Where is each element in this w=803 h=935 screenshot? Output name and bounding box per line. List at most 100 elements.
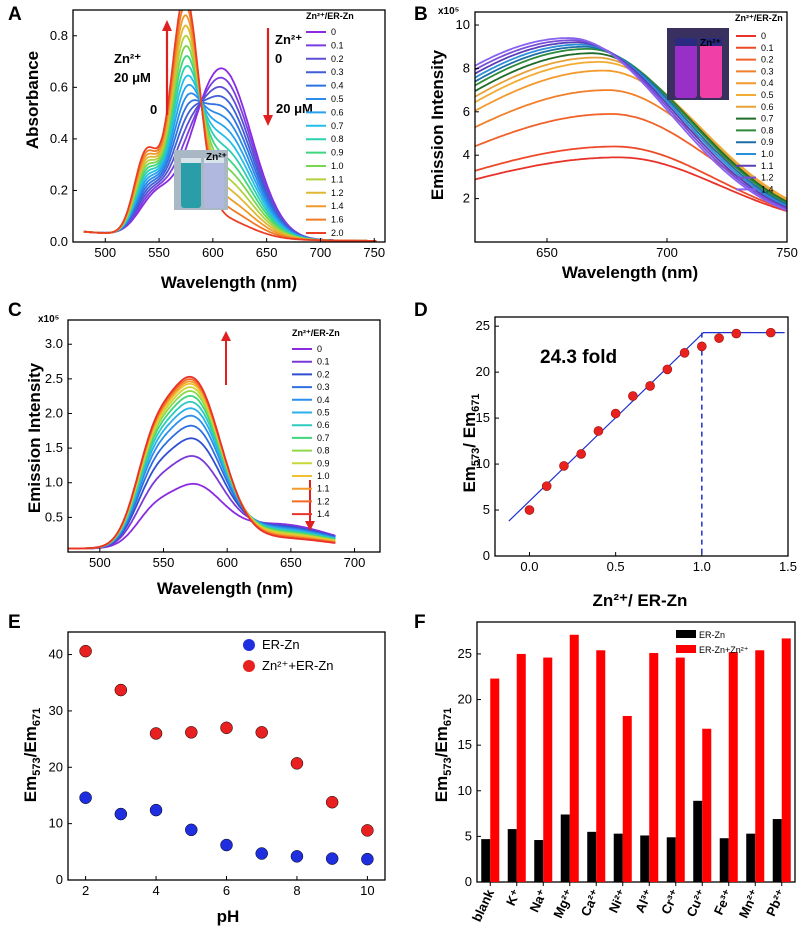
chart-e-legend-label-0: ER-Zn bbox=[262, 637, 300, 652]
chart-e-legend: ER-Zn Zn²⁺+ER-Zn bbox=[243, 637, 334, 673]
chart-b-inset-photo: Zn²⁺ bbox=[667, 28, 729, 100]
chart-d-point bbox=[628, 391, 638, 401]
chart-b-frame bbox=[474, 11, 788, 243]
chart-b-series-line bbox=[475, 43, 787, 208]
chart-a-legend-label: 0.4 bbox=[331, 81, 344, 91]
chart-e-point bbox=[185, 726, 198, 739]
chart-f-xtick-label: Ca²⁺ bbox=[578, 887, 603, 919]
chart-a-ytick-label: 0.4 bbox=[50, 131, 68, 146]
chart-e-point bbox=[361, 852, 374, 866]
chart-f-legend-swatch-1 bbox=[676, 645, 696, 653]
chart-a-ytick-label: 0.8 bbox=[50, 28, 68, 43]
panel-label-a: A bbox=[8, 4, 22, 25]
chart-d-point bbox=[697, 341, 707, 352]
chart-d: 0.0 0.5 1.0 1.5 0 5 10 15 20 25 Em573/ Em671 Zn²⁺… bbox=[460, 316, 797, 610]
chart-f-bar bbox=[560, 814, 570, 882]
panel-label-c: C bbox=[8, 300, 22, 321]
chart-f-xtick-label: blank bbox=[469, 886, 497, 924]
chart-b-legend-label: 1.0 bbox=[761, 149, 774, 159]
chart-f-bar bbox=[587, 831, 597, 882]
chart-d-frame bbox=[494, 316, 789, 557]
chart-a-up-arrowhead bbox=[162, 20, 172, 31]
chart-d-ytick-label: 15 bbox=[476, 410, 490, 425]
chart-c-frame bbox=[67, 319, 381, 553]
chart-c-legend-label: 1.4 bbox=[317, 509, 330, 519]
chart-d-point bbox=[731, 328, 742, 339]
chart-a-annot-zero-down: 0 bbox=[275, 51, 282, 66]
chart-e-legend-label-1: Zn²⁺+ER-Zn bbox=[262, 658, 334, 673]
chart-c-legend-label: 1.1 bbox=[317, 484, 330, 494]
chart-e-point bbox=[290, 850, 304, 863]
chart-a-ytick-label: 0.6 bbox=[50, 79, 68, 94]
chart-c-xtick-label: 600 bbox=[216, 555, 238, 570]
chart-e-point bbox=[325, 852, 339, 865]
chart-f-ylabel: Em573/Em671 bbox=[432, 708, 454, 802]
chart-b-legend-label: 1.2 bbox=[761, 173, 774, 183]
chart-b-series-line bbox=[475, 41, 787, 209]
chart-f-bar bbox=[755, 650, 765, 882]
chart-a-ylabel: Absorbance bbox=[23, 51, 42, 149]
chart-f-ytick-label: 0 bbox=[465, 874, 472, 889]
chart-c-xtick-label: 650 bbox=[280, 555, 302, 570]
chart-b-legend-label: 0.6 bbox=[761, 102, 774, 112]
chart-b-multiplier: x10⁵ bbox=[438, 6, 460, 17]
chart-b-axes: 650 700 750 2 4 6 8 10 bbox=[456, 11, 798, 260]
panel-label-f: F bbox=[414, 612, 426, 633]
chart-f-xtick-label: K⁺ bbox=[503, 887, 524, 908]
chart-d-ytick-label: 25 bbox=[476, 318, 490, 333]
chart-f-xtick-label: Mg²⁺ bbox=[550, 887, 576, 921]
chart-a-xtick-label: 650 bbox=[256, 245, 278, 260]
chart-e-legend-marker bbox=[243, 639, 255, 651]
chart-b-ytick-label: 4 bbox=[463, 147, 470, 162]
chart-c-multiplier: x10⁵ bbox=[38, 314, 60, 325]
chart-c-legend-label: 1.0 bbox=[317, 471, 330, 481]
chart-f-bar bbox=[772, 819, 782, 882]
chart-c-legend-label: 0.5 bbox=[317, 408, 330, 418]
chart-b-legend-label: 0 bbox=[761, 31, 766, 41]
chart-c-series-line bbox=[68, 382, 336, 550]
chart-f-bar bbox=[666, 837, 676, 882]
chart-f-bar bbox=[693, 800, 703, 882]
chart-d-point bbox=[645, 381, 655, 391]
chart-b-ytick-label: 6 bbox=[463, 104, 470, 119]
chart-d-ytick-label: 10 bbox=[476, 456, 490, 471]
chart-a-ytick-label: 0.2 bbox=[50, 182, 68, 197]
chart-a-legend-label: 1.2 bbox=[331, 188, 344, 198]
chart-f: 0 5 10 15 20 25 blank K⁺ Na⁺ Mg²⁺ Ca²⁺ Ni²⁺ Al³⁺ Cr³… bbox=[432, 621, 796, 924]
chart-a-series-line bbox=[83, 10, 377, 242]
chart-b-series-line bbox=[475, 39, 787, 211]
chart-a-legend-label: 0 bbox=[331, 27, 336, 37]
chart-d-point bbox=[559, 461, 569, 471]
chart-f-frame bbox=[476, 621, 796, 883]
chart-c-curves bbox=[68, 375, 336, 550]
chart-d-point bbox=[714, 333, 724, 343]
chart-e-point bbox=[220, 721, 233, 735]
chart-f-bar bbox=[728, 652, 738, 882]
chart-e-ytick-label: 20 bbox=[49, 759, 63, 774]
chart-d-marks bbox=[508, 327, 785, 556]
chart-f-xtick-label: Pb²⁺ bbox=[763, 887, 788, 919]
chart-e-ylabel: Em573/Em671 bbox=[21, 708, 43, 802]
chart-c-legend-label: 0 bbox=[317, 344, 322, 354]
chart-b-legend-label: 0.1 bbox=[761, 43, 774, 53]
chart-e-axes: 2 4 6 8 10 0 10 20 30 40 bbox=[49, 631, 386, 898]
chart-a-xtick-label: 500 bbox=[94, 245, 116, 260]
chart-f-legend-label-1: ER-Zn+Zn²⁺ bbox=[699, 645, 749, 655]
chart-b-series-line bbox=[475, 37, 787, 212]
chart-e-point bbox=[220, 838, 233, 852]
chart-e-xtick-label: 6 bbox=[223, 883, 230, 898]
chart-f-bar bbox=[719, 838, 729, 882]
panel-label-d: D bbox=[414, 300, 428, 321]
chart-a-axes: 500 550 600 650 700 750 0.0 0.2 0.4 0.6 0.8 bbox=[50, 9, 386, 260]
chart-a-legend: Zn²⁺/ER-Zn 0 0.1 0.2 0.3 0.4 0.5 0.6 0.7 0.8 0.9 1… bbox=[306, 11, 354, 238]
chart-a-annot-conc-down: 20 μM bbox=[276, 101, 313, 116]
chart-b-legend-label: 0.7 bbox=[761, 114, 774, 124]
chart-e-point bbox=[79, 644, 92, 658]
chart-a-legend-label: 0.9 bbox=[331, 148, 344, 158]
chart-d-xlabel: Zn²⁺/ ER-Zn bbox=[593, 591, 688, 610]
chart-e-point bbox=[185, 823, 198, 837]
chart-f-ytick-label: 5 bbox=[465, 828, 472, 843]
chart-d-ytick-label: 0 bbox=[483, 548, 490, 563]
chart-f-xtick-label: Cr³⁺ bbox=[658, 887, 682, 917]
chart-f-ytick-label: 20 bbox=[458, 692, 472, 707]
